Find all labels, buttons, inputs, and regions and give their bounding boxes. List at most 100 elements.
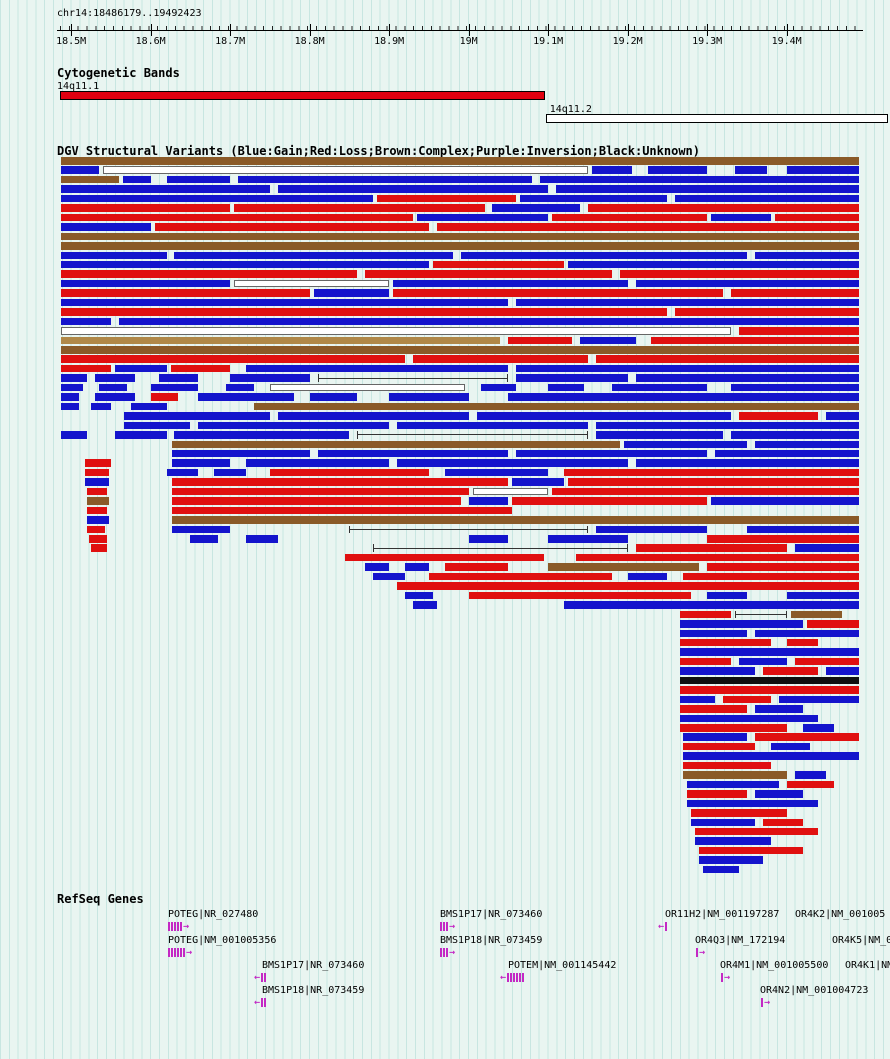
- variant-bar[interactable]: [253, 402, 859, 411]
- variant-bar[interactable]: [60, 279, 231, 288]
- variant-bar[interactable]: [595, 431, 724, 439]
- variant-bar[interactable]: [516, 364, 859, 373]
- variant-bar[interactable]: [172, 506, 513, 515]
- variant-bar[interactable]: [405, 591, 433, 600]
- variant-bar[interactable]: [124, 421, 191, 430]
- variant-bar[interactable]: [762, 818, 803, 826]
- gene-glyph[interactable]: ←: [500, 973, 525, 983]
- variant-bar[interactable]: [786, 780, 835, 789]
- variant-bar[interactable]: [687, 780, 779, 789]
- variant-bar[interactable]: [680, 667, 755, 675]
- variant-bar[interactable]: [635, 374, 859, 382]
- variant-bar[interactable]: [94, 393, 135, 401]
- variant-bar[interactable]: [60, 175, 119, 184]
- variant-bar[interactable]: [730, 383, 859, 392]
- variant-bar[interactable]: [802, 724, 835, 732]
- variant-bar[interactable]: [508, 393, 859, 401]
- variant-bar[interactable]: [214, 468, 247, 477]
- variant-bar[interactable]: [444, 563, 509, 571]
- variant-bar[interactable]: [158, 374, 199, 382]
- variant-bar[interactable]: [60, 289, 310, 297]
- variant-bar[interactable]: [317, 449, 509, 458]
- variant-bar[interactable]: [60, 185, 270, 193]
- variant-bar[interactable]: [397, 459, 628, 467]
- variant-bar[interactable]: [114, 364, 167, 373]
- variant-bar[interactable]: [623, 440, 747, 448]
- variant-bar[interactable]: [723, 695, 771, 704]
- variant-bar[interactable]: [680, 724, 787, 732]
- variant-bar[interactable]: [734, 610, 787, 619]
- variant-bar[interactable]: [60, 251, 167, 259]
- variant-bar[interactable]: [170, 364, 231, 373]
- variant-bar[interactable]: [695, 827, 819, 836]
- variant-bar[interactable]: [172, 487, 469, 496]
- variant-bar[interactable]: [826, 667, 859, 675]
- variant-bar[interactable]: [786, 166, 859, 174]
- variant-bar[interactable]: [60, 260, 429, 269]
- variant-bar[interactable]: [738, 657, 787, 666]
- variant-bar[interactable]: [591, 166, 632, 174]
- variant-bar[interactable]: [172, 459, 231, 467]
- variant-bar[interactable]: [174, 431, 350, 439]
- variant-bar[interactable]: [711, 497, 859, 505]
- variant-bar[interactable]: [230, 374, 310, 382]
- variant-bar[interactable]: [60, 336, 501, 345]
- variant-bar[interactable]: [754, 251, 859, 259]
- variant-bar[interactable]: [60, 431, 88, 439]
- variant-bar[interactable]: [707, 591, 747, 600]
- variant-bar[interactable]: [277, 185, 549, 193]
- variant-bar[interactable]: [60, 393, 80, 401]
- variant-bar[interactable]: [516, 449, 708, 458]
- variant-bar[interactable]: [373, 572, 406, 581]
- variant-bar[interactable]: [675, 194, 859, 203]
- variant-bar[interactable]: [619, 270, 859, 278]
- variant-bar[interactable]: [734, 166, 767, 174]
- variant-bar[interactable]: [707, 535, 859, 543]
- variant-bar[interactable]: [98, 383, 127, 392]
- variant-bar[interactable]: [512, 478, 565, 486]
- variant-bar[interactable]: [794, 544, 859, 552]
- variant-bar[interactable]: [711, 213, 771, 222]
- variant-bar[interactable]: [60, 402, 80, 411]
- variant-bar[interactable]: [94, 374, 135, 382]
- variant-bar[interactable]: [790, 610, 843, 619]
- gene-glyph[interactable]: →: [440, 922, 455, 932]
- variant-bar[interactable]: [794, 657, 859, 666]
- variant-bar[interactable]: [234, 204, 485, 212]
- variant-bar[interactable]: [635, 279, 859, 288]
- variant-bar[interactable]: [154, 223, 429, 231]
- variant-bar[interactable]: [172, 449, 310, 458]
- variant-bar[interactable]: [393, 279, 628, 288]
- variant-bar[interactable]: [60, 157, 859, 165]
- variant-bar[interactable]: [60, 346, 859, 354]
- variant-bar[interactable]: [691, 818, 755, 826]
- variant-bar[interactable]: [122, 175, 151, 184]
- variant-bar[interactable]: [762, 667, 819, 675]
- variant-bar[interactable]: [806, 620, 859, 628]
- variant-bar[interactable]: [198, 421, 390, 430]
- variant-bar[interactable]: [102, 166, 588, 174]
- variant-bar[interactable]: [715, 449, 859, 458]
- variant-bar[interactable]: [246, 459, 390, 467]
- variant-bar[interactable]: [635, 459, 859, 467]
- variant-bar[interactable]: [730, 431, 859, 439]
- variant-bar[interactable]: [238, 175, 533, 184]
- variant-bar[interactable]: [680, 686, 859, 694]
- variant-bar[interactable]: [60, 242, 859, 250]
- variant-bar[interactable]: [432, 260, 565, 269]
- variant-bar[interactable]: [172, 497, 461, 505]
- variant-bar[interactable]: [556, 185, 859, 193]
- variant-bar[interactable]: [246, 535, 278, 543]
- variant-bar[interactable]: [172, 478, 509, 486]
- variant-bar[interactable]: [87, 516, 110, 524]
- variant-bar[interactable]: [774, 213, 859, 222]
- variant-bar[interactable]: [397, 421, 588, 430]
- variant-bar[interactable]: [754, 705, 803, 713]
- variant-bar[interactable]: [60, 194, 374, 203]
- variant-bar[interactable]: [492, 204, 580, 212]
- variant-bar[interactable]: [680, 714, 819, 723]
- variant-bar[interactable]: [680, 610, 731, 619]
- variant-bar[interactable]: [309, 393, 358, 401]
- gene-glyph[interactable]: →: [721, 973, 730, 983]
- variant-bar[interactable]: [595, 525, 708, 534]
